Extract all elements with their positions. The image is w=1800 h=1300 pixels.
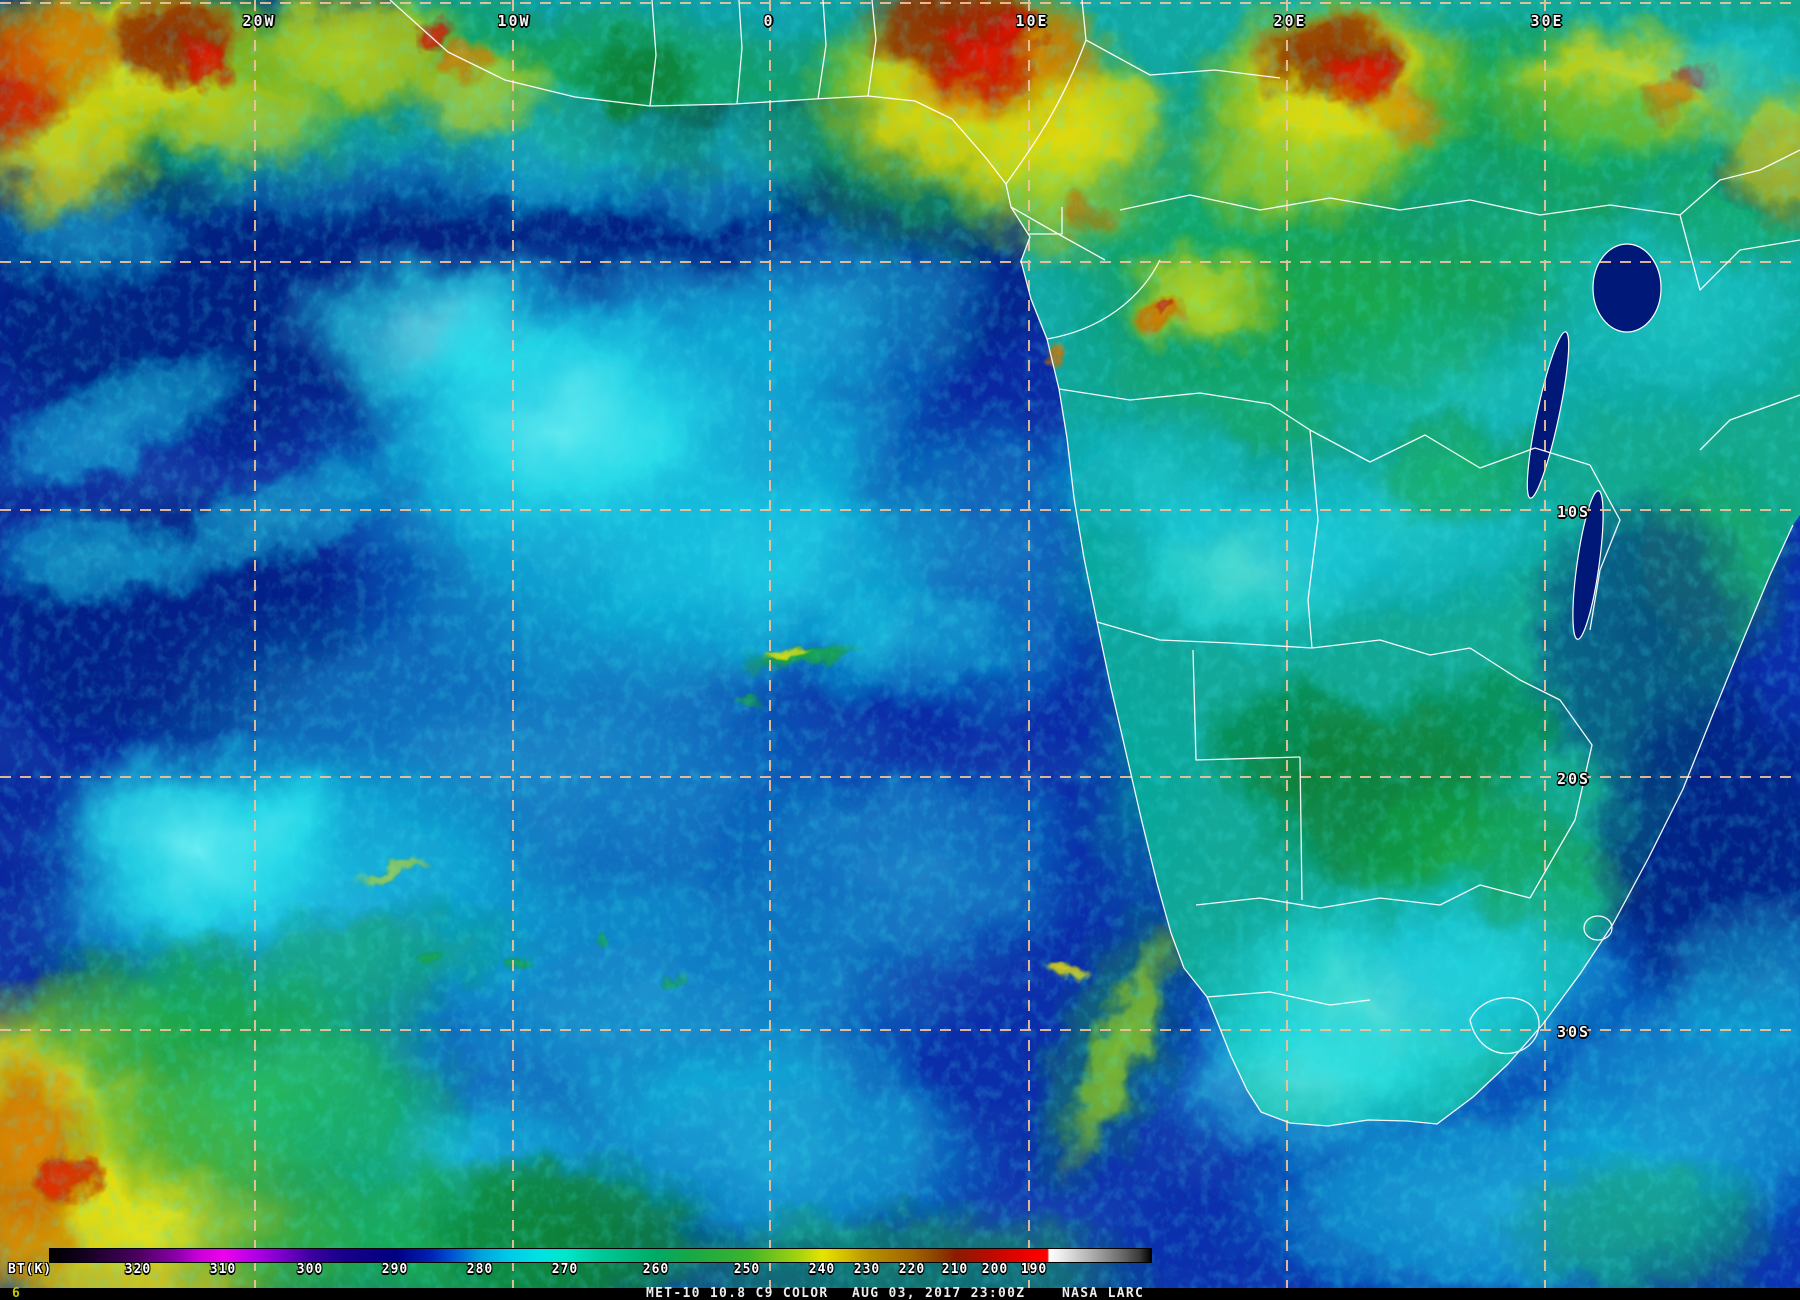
lake-victoria [1592,243,1662,333]
colorbar-tick-210: 210 [941,1262,969,1277]
lat-label-30s: 30S [1557,1023,1591,1041]
colorbar-tick-250: 250 [733,1262,761,1277]
colorbar-tick-260: 260 [642,1262,670,1277]
bt-colorbar [49,1248,1152,1263]
colorbar-tick-200: 200 [981,1262,1009,1277]
lon-label-20w: 20W [242,12,276,30]
frame-number: 6 [12,1286,22,1300]
colorbar-title: BT(K) [8,1262,53,1277]
colorbar-tick-310: 310 [209,1262,237,1277]
lon-label-20e: 20E [1273,12,1307,30]
coastlines-borders [389,0,1800,1127]
colorbar-tick-270: 270 [551,1262,579,1277]
timestamp-label: AUG 03, 2017 23:00Z [852,1286,1026,1300]
colorbar-tick-300: 300 [296,1262,324,1277]
colorbar-tick-290: 290 [381,1262,409,1277]
credit-label: NASA LARC [1062,1286,1145,1300]
lon-label-10w: 10W [497,12,531,30]
lat-label-10s: 10S [1557,503,1591,521]
product-label: MET-10 10.8 C9 COLOR [646,1286,829,1300]
lon-label-30e: 30E [1530,12,1564,30]
lake-tanganyika [1526,331,1570,499]
colorbar-tick-220: 220 [898,1262,926,1277]
lake-malawi [1572,490,1604,640]
lon-label-10e: 10E [1015,12,1049,30]
caption-bar: 6 MET-10 10.8 C9 COLOR AUG 03, 2017 23:0… [0,1286,1800,1300]
colorbar-tick-230: 230 [853,1262,881,1277]
colorbar-tick-240: 240 [808,1262,836,1277]
colorbar-tick-280: 280 [466,1262,494,1277]
lat-label-20s: 20S [1557,770,1591,788]
colorbar-tick-190: 190 [1020,1262,1048,1277]
lakes-layer [1526,243,1662,640]
colorbar-tick-320: 320 [124,1262,152,1277]
lon-label-0: 0 [763,12,775,30]
